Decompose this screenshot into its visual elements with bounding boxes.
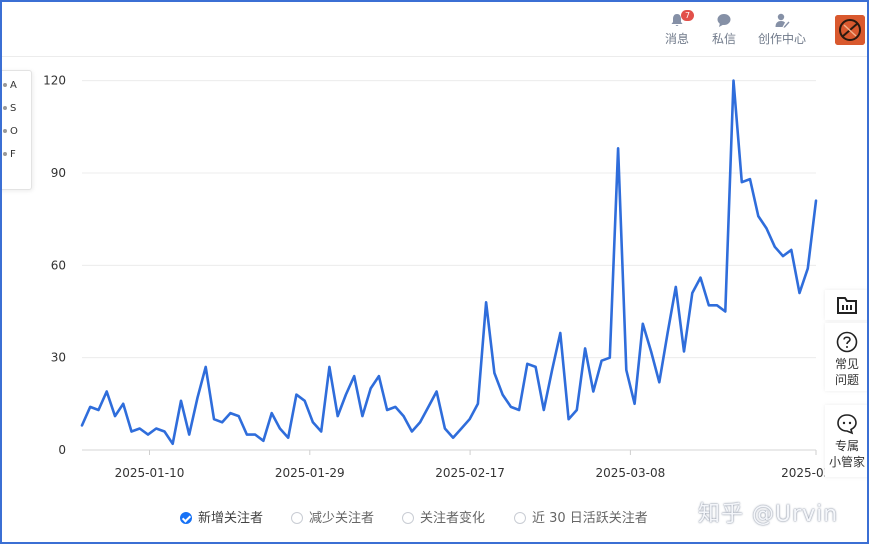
x-tick-label: 2025-02-17: [435, 466, 505, 480]
y-tick-label: 0: [58, 443, 66, 457]
series-line-new-followers[interactable]: [80, 79, 818, 446]
avatar-image: [835, 15, 865, 45]
bullet-icon: [3, 83, 7, 87]
radio-icon: [402, 512, 414, 524]
grid-layer: [82, 80, 816, 451]
bullet-icon: [3, 129, 7, 133]
checked-radio-icon: [180, 512, 192, 524]
faq-label-line1: 常见: [834, 357, 859, 371]
watermark: 知乎 @Urvin: [698, 502, 839, 527]
legend-new-followers[interactable]: 新增关注者: [180, 507, 263, 526]
top-bar: 7 消息 私信 创作中心: [0, 0, 869, 57]
y-axis-ticks: 0 30 60 90 120: [43, 74, 66, 457]
question-icon: [836, 331, 858, 353]
x-axis-ticks: 2025-01-10 2025-01-29 2025-02-17 2025-03-08…: [115, 450, 851, 480]
faq-button[interactable]: 常见 问题: [825, 323, 869, 391]
chat-bubble-icon: [717, 14, 731, 27]
y-tick-label: 60: [51, 258, 66, 272]
bullet-icon: [3, 106, 7, 110]
mini-program-icon: [837, 297, 857, 314]
nav-messages-label: 消息: [664, 32, 689, 46]
y-tick-label: 30: [51, 351, 66, 365]
y-tick-label: 120: [43, 74, 66, 88]
radio-icon: [291, 512, 303, 524]
nav-creator-center-label: 创作中心: [757, 32, 806, 46]
legend-active-followers[interactable]: 近 30 日活跃关注者: [514, 507, 648, 526]
nav-private-messages-label: 私信: [711, 32, 736, 46]
legend-follower-change[interactable]: 关注者变化: [402, 507, 485, 526]
popup-item[interactable]: O: [3, 126, 18, 137]
x-tick-label: 2025-01-29: [275, 466, 345, 480]
mini-program-button[interactable]: [825, 290, 869, 320]
followers-line-chart: 0 30 60 90 120 2025-01-10 2025-01-29 2025-02-1…: [43, 74, 851, 480]
assistant-label-line1: 专属: [834, 439, 859, 453]
faq-label-line2: 问题: [834, 373, 859, 387]
popup-item[interactable]: S: [3, 103, 16, 114]
assistant-label-line2: 小管家: [828, 455, 865, 469]
bell-icon: [671, 14, 683, 26]
bullet-icon: [3, 152, 7, 156]
x-tick-label: 2025-01-10: [115, 466, 185, 480]
series-layer: [80, 79, 818, 446]
avatar[interactable]: [835, 15, 865, 45]
x-tick-label: 2025-03-08: [596, 466, 666, 480]
legend-lost-followers[interactable]: 减少关注者: [291, 507, 374, 526]
assistant-icon: [837, 414, 857, 435]
assistant-button[interactable]: 专属 小管家: [825, 405, 869, 477]
series-popup: A S O F: [0, 70, 32, 190]
popup-item[interactable]: A: [3, 80, 17, 91]
message-badge: 7: [681, 10, 694, 21]
y-tick-label: 90: [51, 166, 66, 180]
creator-icon: [775, 13, 790, 28]
popup-item[interactable]: F: [3, 149, 16, 160]
nav-creator-center[interactable]: 创作中心: [754, 12, 810, 47]
nav-private-messages[interactable]: 私信: [696, 12, 752, 47]
radio-icon: [514, 512, 526, 524]
nav-messages[interactable]: 7 消息: [649, 10, 705, 47]
